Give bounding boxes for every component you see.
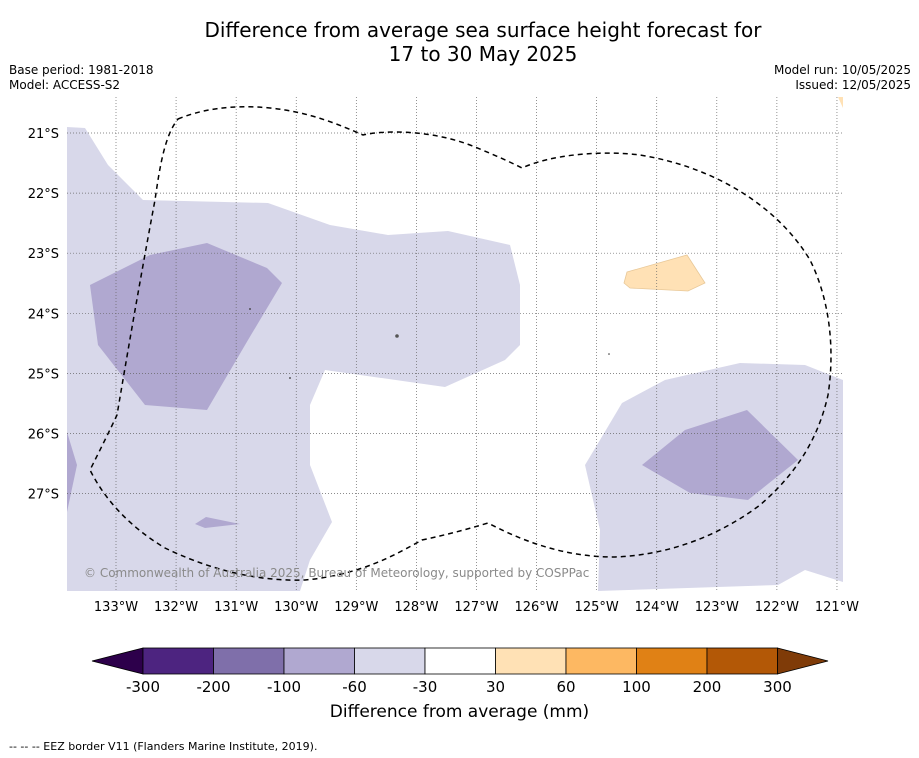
colorbar-box [424,647,496,675]
base-period: Base period: 1981-2018 [9,63,154,77]
latitude-label: 24°S [28,307,59,322]
longitude-label: 121°W [815,600,859,615]
region-positive-corner [838,97,843,108]
region-medium-west [90,243,282,410]
colorbar-tick-label: 300 [763,678,792,696]
colorbar-ticks: -300 -200 -100 -60 -30 30 60 100 200 300 [126,678,792,696]
gridlines [67,97,843,591]
colorbar-boxes [91,647,829,675]
longitude-label: 133°W [94,600,138,615]
issued-date: Issued: 12/05/2025 [795,78,911,92]
colorbar-tick-label: 30 [486,678,505,696]
longitude-label: 126°W [514,600,558,615]
colorbar-tick-label: 60 [556,678,575,696]
longitude-label: 130°W [274,600,318,615]
colorbar-box [142,647,214,675]
colorbar-box [283,647,355,675]
colorbar-box [636,647,708,675]
latitude-label: 23°S [28,247,59,262]
latitude-label: 27°S [28,488,59,503]
colorbar-tick-label: -100 [267,678,301,696]
copyright-notice: © Commonwealth of Australia 2025, Bureau… [84,566,589,580]
longitude-label: 127°W [454,600,498,615]
longitude-label: 129°W [334,600,378,615]
colorbar-box [565,647,637,675]
longitude-label: 124°W [635,600,679,615]
map-title: Difference from average sea surface heig… [0,18,919,66]
colorbar-box [354,647,426,675]
colorbar: -300 -200 -100 -60 -30 30 60 100 200 300 [91,647,829,696]
sea-height-map: 21°S22°S23°S24°S25°S26°S27°S 133°W 132°W 1… [28,97,859,615]
longitude-labels: 133°W 132°W 131°W 130°W 129°W 128°W 127°W 126°W… [94,600,859,615]
longitude-label: 132°W [154,600,198,615]
latitude-label: 26°S [28,428,59,443]
meta-right: Model run: 10/05/2025 Issued: 12/05/2025 [774,63,911,93]
eez-border [89,105,832,581]
latitude-label: 21°S [28,127,59,142]
region-medium-east [642,410,798,500]
colorbar-tick-label: -200 [196,678,230,696]
region-medium-small [195,517,240,528]
colorbar-tick-label: 100 [622,678,651,696]
title-line-2: 17 to 30 May 2025 [388,42,578,66]
region-medium-left-edge [67,432,77,512]
colorbar-tick-label: -30 [413,678,438,696]
latitude-labels: 21°S 22°S 23°S 24°S 25°S 26°S 27°S [28,127,59,503]
region-positive [623,254,706,292]
colorbar-tick-label: -300 [126,678,160,696]
colorbar-tick-label: -60 [342,678,367,696]
latitude-label: 25°S [28,367,59,382]
island-marker [608,353,610,355]
colorbar-over-arrow [777,647,829,675]
colorbar-tick-label: 200 [693,678,722,696]
island-marker [289,377,291,379]
map-area [67,97,843,591]
colorbar-box [706,647,778,675]
meta-left: Base period: 1981-2018 Model: ACCESS-S2 [9,63,154,93]
model-name: Model: ACCESS-S2 [9,78,121,92]
island-marker [395,334,399,338]
colorbar-under-arrow [91,647,144,675]
colorbar-box [495,647,567,675]
longitude-label: 122°W [755,600,799,615]
eez-source-note: -- -- -- EEZ border V11 (Flanders Marine… [9,740,318,753]
latitude-label: 22°S [28,187,59,202]
longitude-label: 123°W [695,600,739,615]
colorbar-label: Difference from average (mm) [329,702,590,722]
longitude-label: 128°W [394,600,438,615]
longitude-label: 131°W [214,600,258,615]
model-run: Model run: 10/05/2025 [773,63,911,77]
island-marker [249,308,251,310]
region-light-west [67,127,520,591]
longitude-label: 125°W [575,600,619,615]
colorbar-box [213,647,285,675]
title-line-1: Difference from average sea surface heig… [204,18,762,42]
